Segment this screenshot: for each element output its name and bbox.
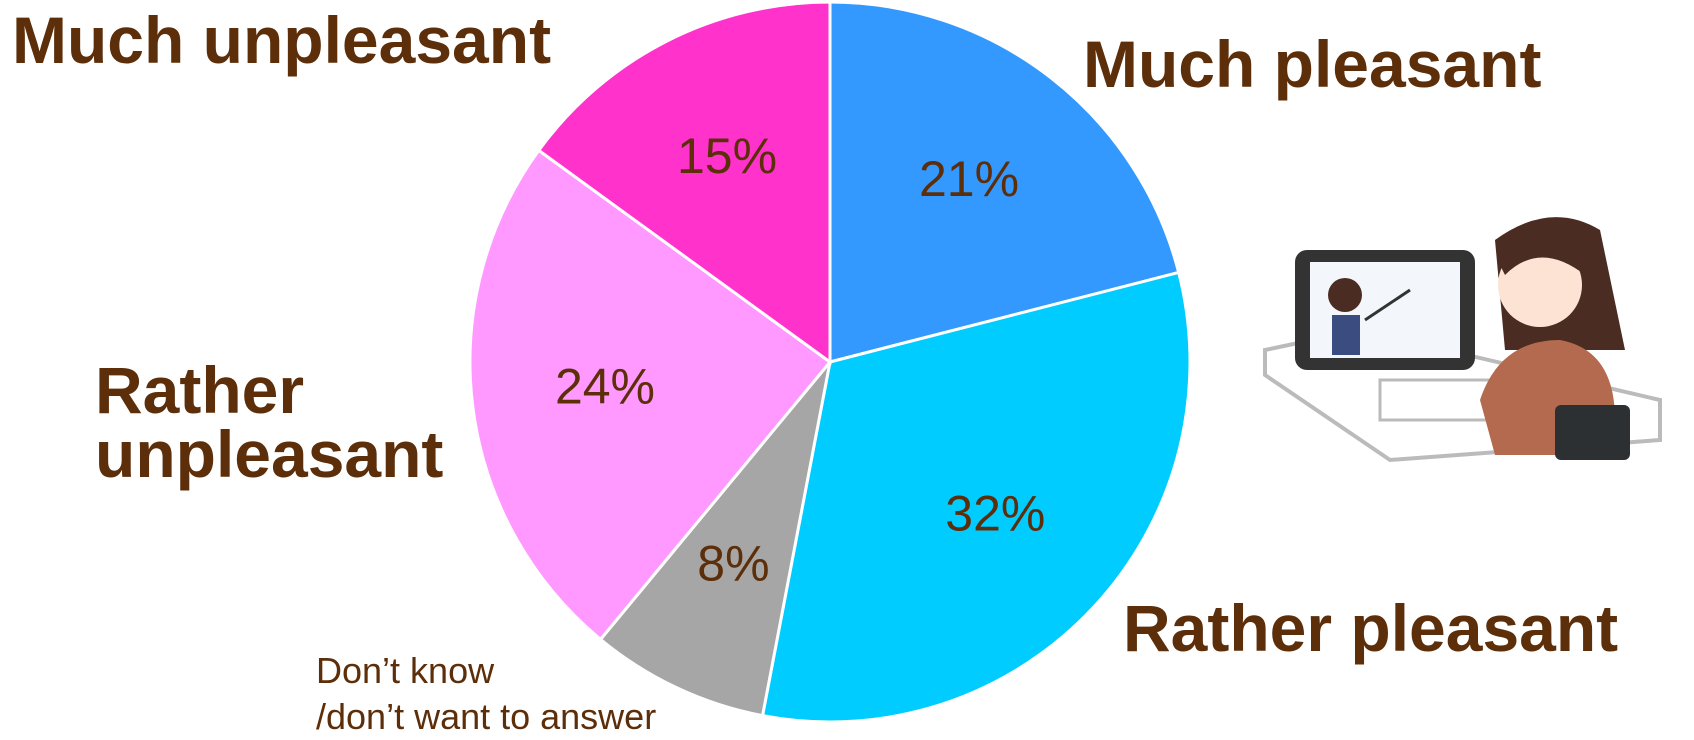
category-label: Much pleasant: [1083, 27, 1542, 101]
value-label: 32%: [945, 485, 1045, 541]
pie-slice: [468, 148, 833, 642]
category-label: Much unpleasant: [12, 3, 552, 77]
value-label: 15%: [677, 128, 777, 184]
category-label: Rather pleasant: [1123, 591, 1619, 665]
illustration: [1263, 217, 1662, 463]
value-label: 21%: [919, 151, 1019, 207]
pie-slice: [536, 0, 832, 365]
value-label: 8%: [697, 535, 769, 591]
pie-slice: [598, 361, 832, 718]
category-label: Rather unpleasant: [95, 353, 444, 491]
value-label: 24%: [555, 359, 655, 415]
pie-slice: [760, 270, 1192, 724]
category-label: Don’t know /don’t want to answer: [316, 650, 657, 737]
pie-slice: [828, 0, 1181, 364]
